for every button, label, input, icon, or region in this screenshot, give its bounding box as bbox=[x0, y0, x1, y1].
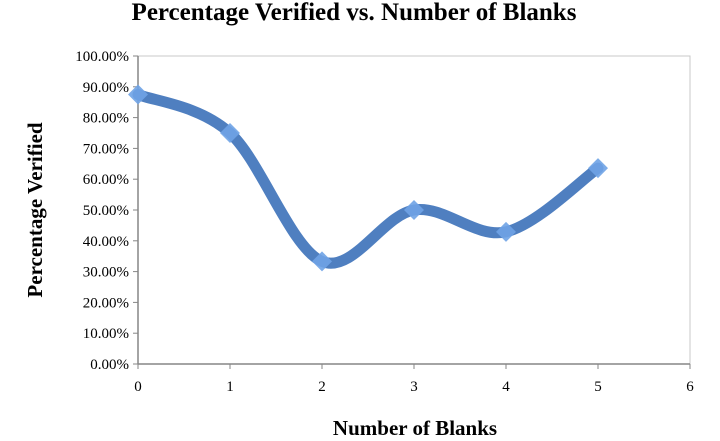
data-point-marker bbox=[220, 123, 240, 143]
data-point-marker bbox=[496, 221, 516, 242]
y-tick-label: 40.00% bbox=[83, 234, 129, 250]
y-tick-label: 10.00% bbox=[83, 326, 129, 342]
y-tick-label: 90.00% bbox=[83, 80, 129, 96]
x-tick-label: 5 bbox=[594, 379, 602, 395]
x-tick-label: 3 bbox=[410, 379, 418, 395]
data-point-marker bbox=[128, 84, 148, 105]
x-tick-label: 0 bbox=[134, 379, 142, 395]
x-tick-label: 2 bbox=[318, 379, 326, 395]
y-axis-title: Percentage Verified bbox=[23, 122, 47, 297]
chart-title: Percentage Verified vs. Number of Blanks bbox=[132, 0, 577, 26]
y-axis-ticks: 0.00% 10.00% 20.00% 30.00% 40.00% 50.00% 60.00… bbox=[75, 49, 138, 373]
y-tick-label: 50.00% bbox=[83, 203, 129, 219]
series-markers bbox=[128, 84, 608, 272]
y-tick-label: 20.00% bbox=[83, 295, 129, 311]
y-tick-label: 60.00% bbox=[83, 172, 129, 188]
y-tick-label: 70.00% bbox=[83, 141, 129, 157]
series-line bbox=[132, 89, 604, 269]
x-tick-label: 1 bbox=[226, 379, 234, 395]
x-axis-ticks: 0 1 2 3 4 5 6 bbox=[134, 364, 694, 395]
data-point-marker bbox=[588, 158, 608, 179]
y-tick-label: 30.00% bbox=[83, 265, 129, 281]
x-axis-title: Number of Blanks bbox=[333, 416, 497, 440]
x-tick-label: 6 bbox=[686, 379, 694, 395]
data-point-marker bbox=[404, 200, 424, 220]
x-tick-label: 4 bbox=[502, 379, 510, 395]
y-tick-label: 100.00% bbox=[75, 49, 129, 65]
y-tick-label: 80.00% bbox=[83, 111, 129, 127]
y-tick-label: 0.00% bbox=[90, 357, 129, 373]
data-point-marker bbox=[312, 251, 332, 272]
